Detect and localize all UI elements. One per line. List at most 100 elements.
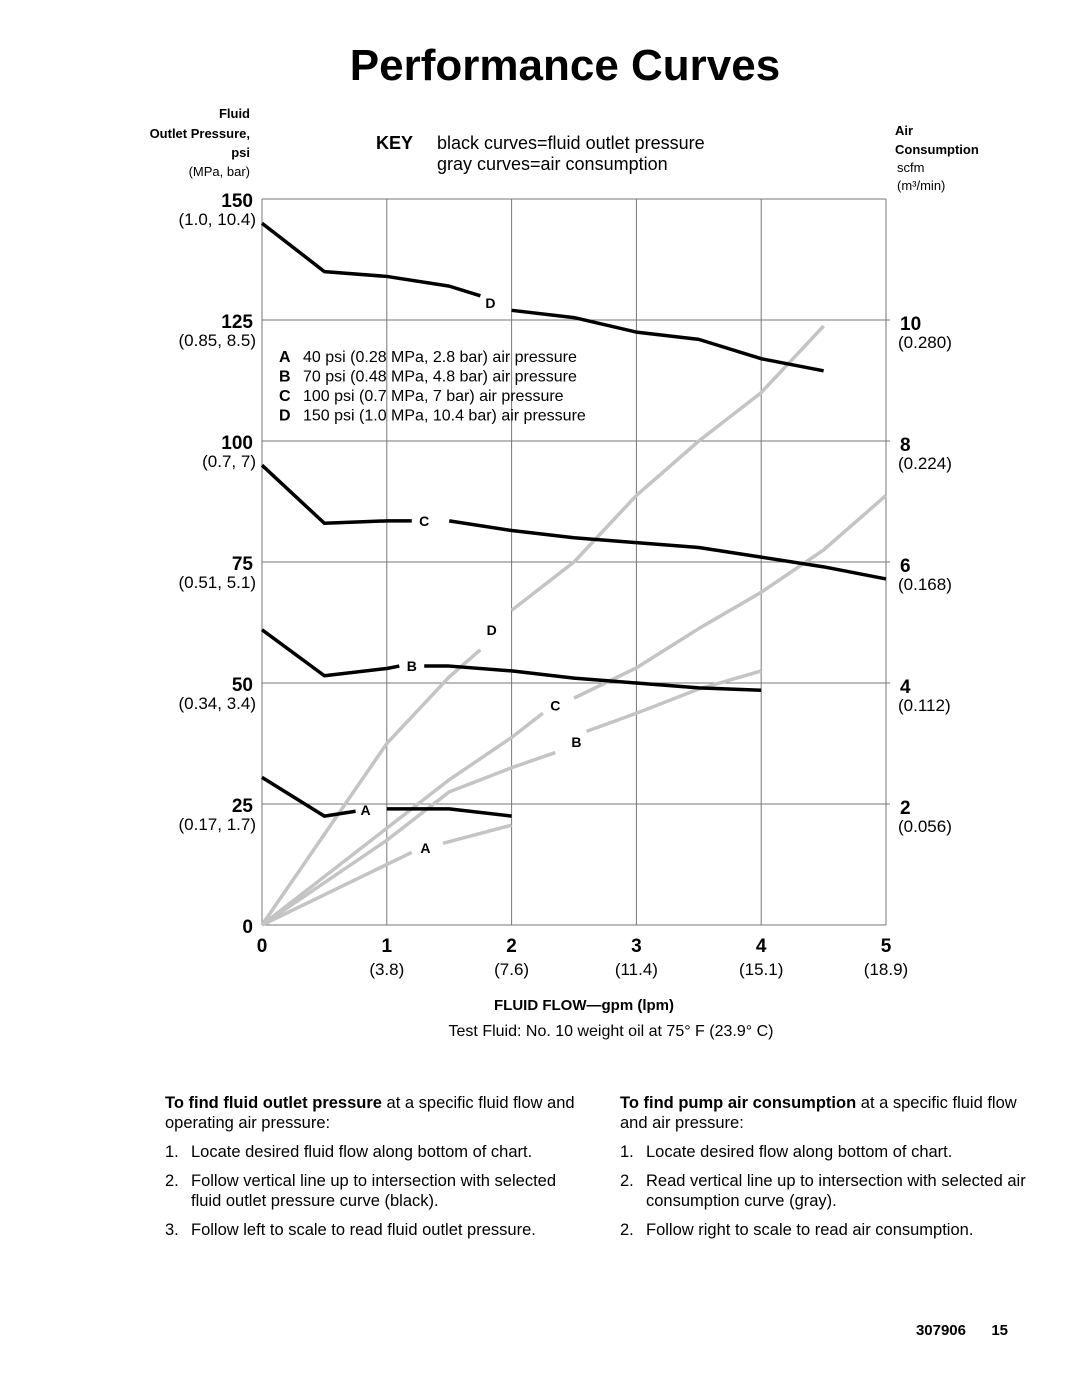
step-number: 2. — [620, 1221, 634, 1239]
step: 1. Locate desired fluid flow along bottom… — [165, 1142, 585, 1162]
x-tick-label: 5 — [881, 936, 892, 957]
step-text: Read vertical line up to intersection wi… — [646, 1172, 1026, 1210]
curve-label: B — [407, 658, 417, 674]
heading-text: at a specific fluid flow and operating a… — [165, 1094, 575, 1132]
step-number: 3. — [165, 1221, 179, 1239]
step: 2. Follow vertical line up to intersectio… — [165, 1171, 585, 1211]
x-tick-sublabel: (15.1) — [739, 960, 783, 979]
y2-axis-title: scfm — [897, 160, 924, 175]
y-tick-sublabel: (0.17, 1.7) — [179, 815, 257, 834]
y-tick-label: 75 — [232, 554, 254, 575]
curve-label: C — [419, 513, 429, 529]
x-tick-sublabel: (11.4) — [615, 960, 658, 979]
curve — [260, 463, 887, 581]
y-axis-title: (MPa, bar) — [189, 164, 250, 179]
step: 2. Read vertical line up to intersection … — [620, 1171, 1040, 1211]
legend-text: 40 psi (0.28 MPa, 2.8 bar) air pressure — [303, 349, 577, 366]
curve-label: A — [361, 802, 371, 818]
y2-tick-label: 6 — [900, 556, 911, 577]
curve — [260, 494, 888, 927]
y-tick-label: 25 — [232, 796, 254, 817]
x-tick-label: 2 — [506, 936, 517, 957]
heading-bold: To find pump air consumption — [620, 1094, 857, 1112]
y2-axis-title: Air — [895, 123, 913, 138]
step-text: Follow right to scale to read air consum… — [646, 1221, 974, 1239]
y2-tick-label: 4 — [900, 677, 911, 698]
y-tick-sublabel: (0.85, 8.5) — [179, 331, 257, 350]
y-tick-sublabel: (0.34, 3.4) — [179, 694, 257, 713]
y2-tick-label: 8 — [900, 435, 911, 456]
y2-tick-sublabel: (0.056) — [898, 817, 952, 836]
step: 3. Follow left to scale to read fluid out… — [165, 1220, 585, 1240]
y-tick-sublabel: (0.7, 7) — [202, 452, 256, 471]
curve-label: D — [487, 622, 497, 638]
key-line: gray curves=air consumption — [437, 154, 668, 174]
curve — [261, 775, 512, 818]
key-label: KEY — [376, 133, 413, 153]
y2-axis-title: Consumption — [895, 142, 979, 157]
doc-number: 307906 — [916, 1322, 966, 1339]
step-number: 2. — [165, 1172, 179, 1190]
y-tick-label: 125 — [221, 312, 253, 333]
chart-note: Test Fluid: No. 10 weight oil at 75° F (… — [449, 1023, 774, 1040]
legend-text: 100 psi (0.7 MPa, 7 bar) air pressure — [303, 388, 564, 405]
curve-label: A — [420, 840, 430, 856]
x-tick-label: 4 — [756, 936, 767, 957]
x-tick-sublabel: (7.6) — [494, 960, 529, 979]
legend-letter: A — [279, 349, 291, 366]
x-tick-sublabel: (18.9) — [864, 960, 908, 979]
legend-text: 150 psi (1.0 MPa, 10.4 bar) air pressure — [303, 408, 586, 425]
step-number: 2. — [620, 1172, 634, 1190]
step: 2. Follow right to scale to read air cons… — [620, 1220, 1040, 1240]
y2-tick-sublabel: (0.280) — [898, 333, 952, 352]
y2-tick-sublabel: (0.224) — [898, 454, 952, 473]
curve — [260, 324, 825, 926]
step-number: 1. — [165, 1143, 179, 1161]
page-title: Performance Curves — [350, 41, 780, 90]
x-axis-title: FLUID FLOW—gpm (lpm) — [494, 997, 674, 1014]
y-axis-title: Outlet Pressure, — [150, 126, 250, 141]
heading-text: at a specific fluid flow and air pressur… — [620, 1094, 1017, 1132]
y2-tick-label: 2 — [900, 798, 911, 819]
y-tick-label: 150 — [221, 191, 253, 212]
page-number: 15 — [991, 1322, 1008, 1339]
curve-label: B — [571, 734, 581, 750]
y-axis-title: psi — [231, 145, 250, 160]
y-axis-title: Fluid — [219, 106, 250, 121]
instruction-heading: To find pump air consumption at a specif… — [620, 1093, 1040, 1133]
x-tick-label: 3 — [631, 936, 642, 957]
y-tick-sublabel: (1.0, 10.4) — [179, 210, 257, 229]
x-tick-sublabel: (3.8) — [369, 960, 404, 979]
step-text: Locate desired fluid flow along bottom o… — [191, 1143, 533, 1161]
legend-text: 70 psi (0.48 MPa, 4.8 bar) air pressure — [303, 369, 577, 386]
step: 1. Locate desired flow along bottom of ch… — [620, 1142, 1040, 1162]
y-tick-label: 0 — [242, 917, 253, 938]
curve — [261, 823, 513, 927]
curve — [260, 221, 824, 373]
y-tick-sublabel: (0.51, 5.1) — [179, 573, 257, 592]
instruction-column: To find fluid outlet pressure at a speci… — [165, 1093, 585, 1249]
curve — [261, 669, 762, 927]
heading-bold: To find fluid outlet pressure — [165, 1094, 382, 1112]
legend-letter: C — [279, 388, 291, 405]
legend-letter: D — [279, 408, 291, 425]
y-tick-label: 100 — [221, 433, 253, 454]
step-text: Locate desired flow along bottom of char… — [646, 1143, 953, 1161]
legend-letter: B — [279, 369, 291, 386]
step-number: 1. — [620, 1143, 634, 1161]
instruction-column: To find pump air consumption at a specif… — [620, 1093, 1040, 1249]
y2-tick-sublabel: (0.168) — [898, 575, 952, 594]
key-line: black curves=fluid outlet pressure — [437, 133, 705, 153]
curve — [260, 628, 762, 693]
x-tick-label: 0 — [257, 936, 268, 957]
y-tick-label: 50 — [232, 675, 253, 696]
x-tick-label: 1 — [382, 936, 393, 957]
y2-tick-label: 10 — [900, 314, 921, 335]
instruction-heading: To find fluid outlet pressure at a speci… — [165, 1093, 585, 1133]
y2-tick-sublabel: (0.112) — [898, 696, 951, 715]
y2-axis-title: (m³/min) — [897, 178, 945, 193]
curve-label: C — [550, 698, 560, 714]
step-text: Follow vertical line up to intersection … — [191, 1172, 557, 1210]
